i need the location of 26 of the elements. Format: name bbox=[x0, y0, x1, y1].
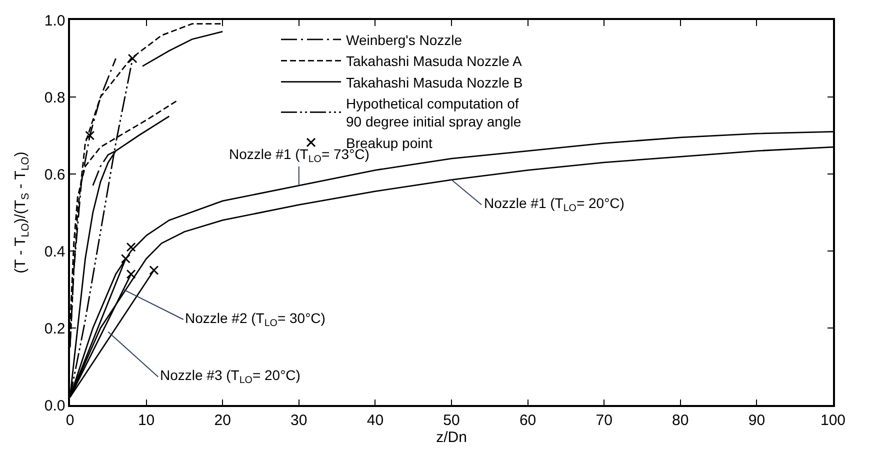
y-tick-label: 0.4 bbox=[44, 243, 66, 260]
x-tick-label: 50 bbox=[443, 412, 460, 429]
x-tick-label: 40 bbox=[366, 412, 384, 429]
annotation: Nozzle #2 (T$_{LO}$= 30°C) bbox=[185, 310, 326, 329]
y-tick-label: 0.8 bbox=[44, 89, 66, 106]
legend-label: Hypothetical computation of 90 degree initial spray angle bbox=[346, 96, 522, 130]
x-tick-label: 20 bbox=[214, 412, 231, 429]
y-tick-label: 0.0 bbox=[44, 397, 66, 414]
legend-label: Breakup point bbox=[346, 134, 433, 151]
y-tick-label: 0.6 bbox=[44, 166, 66, 184]
legend-label: Weinberg's Nozzle bbox=[346, 32, 462, 48]
y-tick-label: 0.2 bbox=[44, 320, 66, 338]
x-tick-label: 100 bbox=[820, 412, 846, 429]
x-tick-label: 30 bbox=[290, 412, 308, 429]
y-tick-label: 1.0 bbox=[44, 12, 66, 30]
x-tick-label: 80 bbox=[672, 412, 689, 429]
annotation: Nozzle #1 (T$_{LO}$= 20°C) bbox=[484, 195, 624, 214]
legend-label: Takahashi Masuda Nozzle A bbox=[346, 53, 523, 70]
x-tick-label: 0 bbox=[66, 412, 74, 429]
x-tick-label: 70 bbox=[596, 412, 612, 429]
legend-label: Takahashi Masuda Nozzle B bbox=[346, 74, 523, 90]
annotation: Nozzle #3 (T$_{LO}$= 20°C) bbox=[160, 367, 300, 386]
x-tick-label: 60 bbox=[519, 412, 536, 429]
x-tick-label: 10 bbox=[138, 412, 155, 429]
x-axis-title: z/Dn bbox=[436, 428, 467, 446]
x-tick-label: 90 bbox=[748, 412, 766, 429]
